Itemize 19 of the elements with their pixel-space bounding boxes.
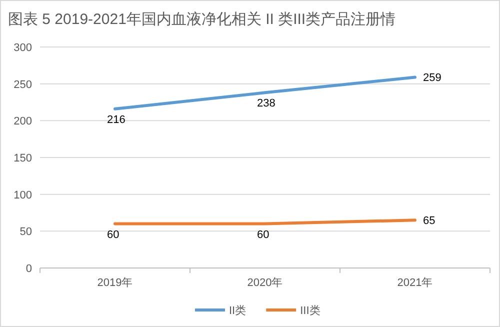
y-tick-label: 100 bbox=[14, 189, 32, 202]
chart-title: 图表 5 2019-2021年国内血液净化相关 II 类III类产品注册情 bbox=[8, 11, 396, 28]
legend-label: II类 bbox=[229, 304, 246, 317]
data-label: 65 bbox=[423, 215, 436, 228]
data-label: 259 bbox=[423, 72, 442, 84]
x-tick-label: 2020年 bbox=[247, 277, 283, 289]
data-label: 60 bbox=[107, 228, 120, 241]
y-tick-label: 300 bbox=[14, 42, 32, 54]
y-tick-label: 50 bbox=[20, 226, 32, 238]
y-tick-label: 250 bbox=[14, 78, 32, 91]
data-label: 60 bbox=[257, 228, 270, 241]
y-tick-label: 150 bbox=[14, 152, 32, 164]
y-tick-label: 200 bbox=[14, 116, 32, 128]
legend-label: III类 bbox=[300, 304, 320, 317]
data-label: 238 bbox=[257, 98, 276, 110]
data-label: 216 bbox=[107, 114, 126, 126]
x-tick-label: 2019年 bbox=[97, 277, 133, 289]
y-tick-label: 0 bbox=[26, 263, 32, 275]
x-tick-label: 2021年 bbox=[397, 277, 433, 289]
